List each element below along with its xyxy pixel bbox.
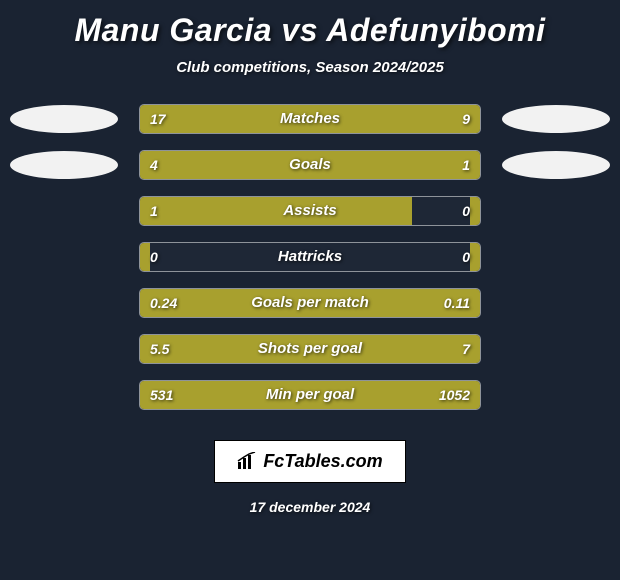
player1-oval: [10, 151, 118, 179]
player1-fill: [140, 197, 412, 225]
player1-value: 0: [150, 243, 158, 271]
player1-fill: [140, 243, 150, 271]
stat-row: 00Hattricks: [10, 242, 610, 272]
player1-fill: [140, 381, 252, 409]
vs-text: vs: [281, 12, 318, 48]
stat-rows: 179Matches 41Goals 10Assists 00Hattricks 0.2…: [0, 104, 620, 410]
player2-fill: [470, 243, 480, 271]
player2-oval: [502, 151, 610, 179]
player1-name: Manu Garcia: [74, 12, 272, 48]
player2-oval: [502, 105, 610, 133]
player2-fill: [412, 151, 480, 179]
chart-icon: [237, 452, 257, 470]
player1-fill: [140, 289, 375, 317]
player1-fill: [140, 335, 290, 363]
stat-bar-track: 41Goals: [139, 150, 481, 180]
player1-fill: [140, 105, 361, 133]
player2-fill: [252, 381, 480, 409]
player2-name: Adefunyibomi: [326, 12, 545, 48]
stat-label: Hattricks: [140, 243, 480, 271]
page-title: Manu Garcia vs Adefunyibomi: [0, 12, 620, 49]
stat-bar-track: 179Matches: [139, 104, 481, 134]
stat-row: 5.57Shots per goal: [10, 334, 610, 364]
player2-fill: [470, 197, 480, 225]
watermark-box: FcTables.com: [214, 440, 405, 483]
player1-oval: [10, 105, 118, 133]
player2-fill: [375, 289, 480, 317]
stat-bar-track: 5311052Min per goal: [139, 380, 481, 410]
stat-row: 41Goals: [10, 150, 610, 180]
comparison-infographic: Manu Garcia vs Adefunyibomi Club competi…: [0, 0, 620, 580]
subtitle: Club competitions, Season 2024/2025: [0, 59, 620, 76]
stat-bar-track: 5.57Shots per goal: [139, 334, 481, 364]
stat-bar-track: 0.240.11Goals per match: [139, 288, 481, 318]
stat-bar-track: 00Hattricks: [139, 242, 481, 272]
player2-fill: [290, 335, 480, 363]
stat-row: 179Matches: [10, 104, 610, 134]
stat-bar-track: 10Assists: [139, 196, 481, 226]
watermark-text: FcTables.com: [263, 451, 382, 471]
date-text: 17 december 2024: [0, 499, 620, 515]
stat-row: 10Assists: [10, 196, 610, 226]
stat-row: 5311052Min per goal: [10, 380, 610, 410]
player1-fill: [140, 151, 412, 179]
player2-fill: [361, 105, 480, 133]
stat-row: 0.240.11Goals per match: [10, 288, 610, 318]
